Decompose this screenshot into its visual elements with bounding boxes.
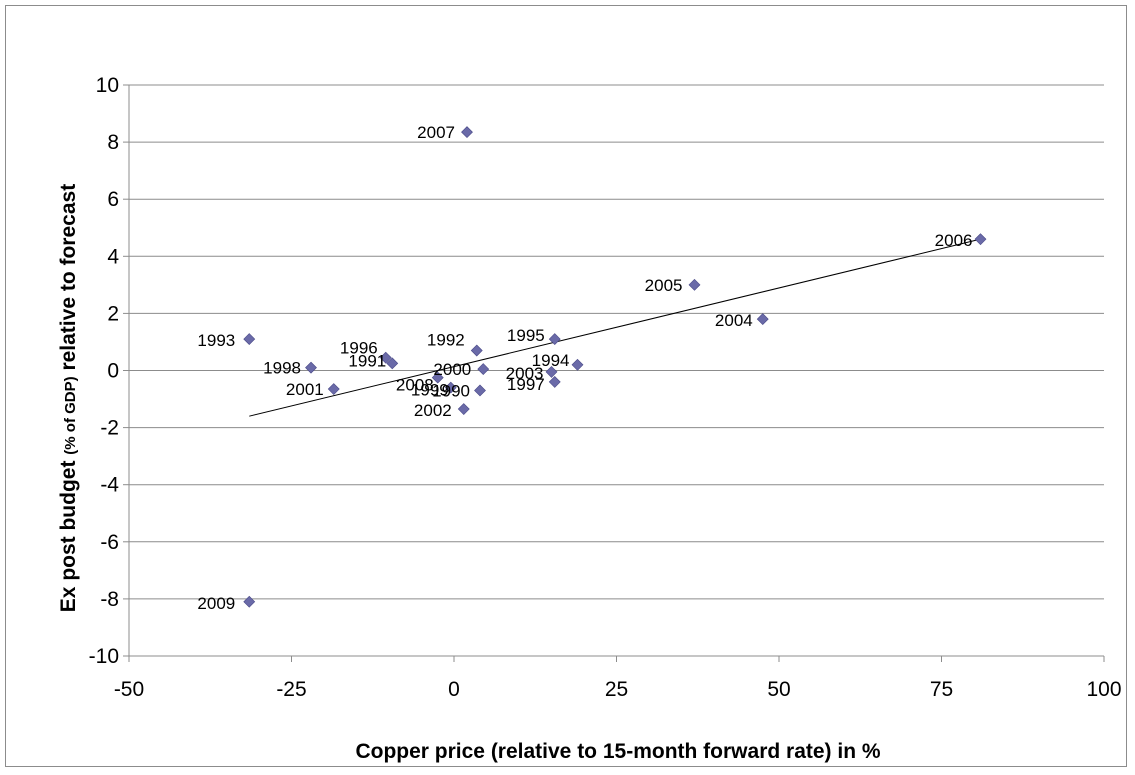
point-label-1992: 1992 [427, 331, 465, 350]
data-point-1993 [243, 333, 256, 346]
y-tick-label: -8 [100, 588, 119, 611]
point-label-1990: 1990 [432, 381, 470, 400]
x-tick-label: 50 [767, 678, 790, 701]
point-labels: 1990 1991 1992 1993 1994 1995 1996 1997 1998 1999… [197, 123, 972, 613]
y-tick-label: 4 [107, 245, 119, 268]
y-tick-label: 8 [107, 131, 119, 154]
point-label-1991: 1991 [348, 351, 386, 370]
point-label-2008: 2008 [396, 376, 434, 395]
data-point-2009 [243, 595, 256, 608]
point-label-1997: 1997 [507, 375, 545, 394]
x-tick-label: 0 [448, 678, 460, 701]
chart-area [5, 5, 1127, 767]
point-label-2004: 2004 [715, 311, 753, 330]
y-tick-label: 10 [96, 74, 119, 97]
data-point-1995 [548, 333, 561, 346]
x-tick-label: 100 [1086, 678, 1121, 701]
data-point-2000 [477, 363, 490, 375]
data-point-1999 [444, 381, 457, 394]
point-label-1999: 1999 [411, 381, 449, 400]
x-tick-label: 75 [930, 678, 953, 701]
point-label-1993: 1993 [197, 331, 235, 350]
data-point-2008 [431, 371, 444, 384]
point-label-2001: 2001 [286, 380, 324, 399]
data-point-2006 [974, 233, 987, 246]
data-point-1991 [386, 357, 399, 370]
point-label-1994: 1994 [532, 351, 570, 370]
data-point-1990 [474, 384, 486, 397]
point-label-2003: 2003 [506, 364, 544, 383]
data-point-2001 [327, 383, 340, 395]
data-point-1997 [548, 375, 561, 388]
y-tick-label: -4 [100, 474, 119, 497]
x-tick-label: -25 [276, 678, 306, 701]
y-axis-title-unit: (% of GDP) [62, 376, 79, 454]
y-tick-label: 0 [107, 360, 119, 383]
point-label-2002: 2002 [414, 401, 452, 420]
data-point-2004 [756, 313, 769, 326]
data-point-1996 [379, 351, 392, 364]
y-tick-label: 2 [107, 302, 119, 325]
y-tick-label: 6 [107, 188, 119, 211]
x-tick-label: 25 [605, 678, 628, 701]
gridlines [129, 84, 1104, 600]
y-axis-title: Ex post budget (% of GDP) relative to fo… [57, 184, 80, 612]
point-label-1996: 1996 [340, 339, 378, 358]
x-tick-label: -50 [114, 678, 144, 701]
point-label-2005: 2005 [645, 276, 683, 295]
y-tick-label: -10 [89, 645, 119, 668]
trendline-layer [249, 238, 981, 417]
axes [123, 84, 1105, 662]
y-tick-label: -6 [100, 531, 119, 554]
y-axis-title-end: relative to forecast [57, 184, 80, 377]
data-points [243, 126, 987, 608]
tick-labels: -10 -8 -6 -4 -2 0 2 4 6 8 10 -50 -25 0 25 50 75 100 [89, 74, 1122, 701]
y-axis-title-main: Ex post budget [57, 455, 80, 613]
trendline [249, 238, 981, 417]
x-axis-title: Copper price (relative to 15-month forwa… [355, 740, 880, 763]
point-label-2000: 2000 [433, 360, 471, 379]
point-label-2006: 2006 [935, 231, 973, 250]
point-label-2007: 2007 [417, 123, 455, 142]
data-point-1992 [470, 344, 483, 357]
point-label-2009: 2009 [197, 594, 235, 613]
data-point-2003 [545, 366, 558, 378]
data-point-2005 [688, 278, 701, 291]
data-point-1998 [305, 361, 317, 374]
y-tick-label: -2 [100, 417, 119, 440]
point-label-1995: 1995 [507, 326, 545, 345]
data-point-2007 [461, 126, 473, 139]
data-point-2002 [457, 403, 470, 415]
point-label-1998: 1998 [263, 359, 301, 378]
data-point-1994 [571, 358, 584, 371]
